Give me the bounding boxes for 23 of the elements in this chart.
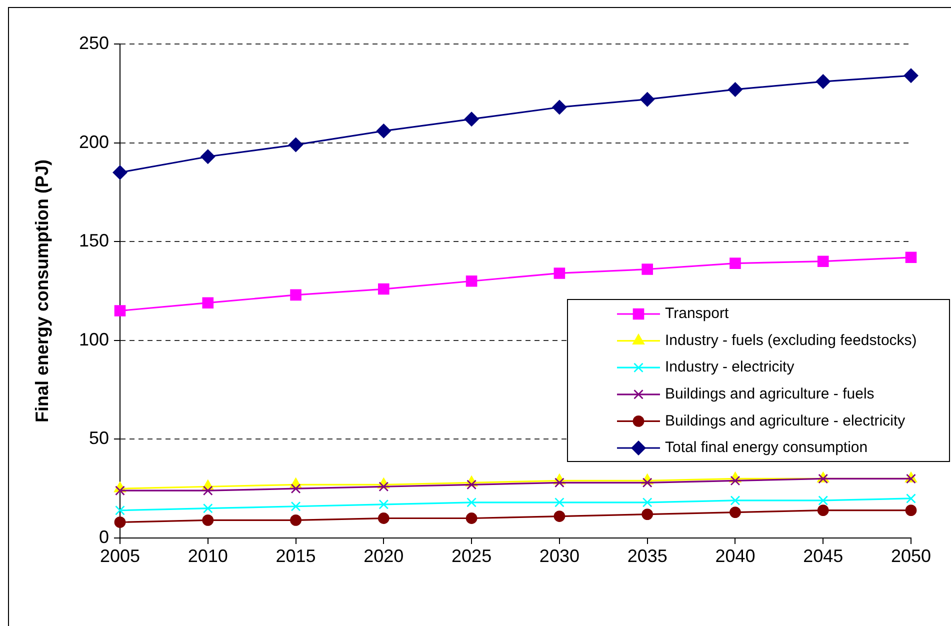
y-tick-label: 0 [98, 526, 109, 547]
x-tick-label: 2035 [627, 546, 668, 566]
x-tick-label: 2020 [364, 546, 404, 566]
legend-label: Buildings and agriculture - fuels [665, 386, 874, 403]
y-tick-label: 150 [78, 230, 109, 251]
legend-label: Industry - fuels (excluding feedstocks) [665, 332, 917, 349]
y-tick-label: 250 [78, 32, 109, 53]
x-tick-label: 2040 [715, 546, 756, 566]
x-tick-label: 2030 [539, 546, 580, 566]
legend-label: Industry - electricity [665, 358, 795, 376]
x-tick-label: 2005 [100, 546, 140, 566]
y-tick-label: 50 [88, 428, 109, 448]
x-tick-label: 2015 [276, 546, 316, 566]
x-tick-label: 2025 [452, 546, 492, 566]
y-tick-label: 100 [78, 329, 109, 350]
x-tick-label: 2010 [188, 546, 228, 566]
x-tick-label: 2045 [803, 546, 844, 566]
legend-label: Buildings and agriculture - electricity [665, 412, 906, 430]
legend-label: Total final energy consumption [665, 439, 868, 456]
x-tick-label: 2050 [890, 546, 932, 566]
y-tick-label: 200 [78, 132, 109, 152]
legend-label: Transport [665, 305, 730, 322]
y-axis-title: Final energy consumption (PJ) [32, 159, 52, 423]
